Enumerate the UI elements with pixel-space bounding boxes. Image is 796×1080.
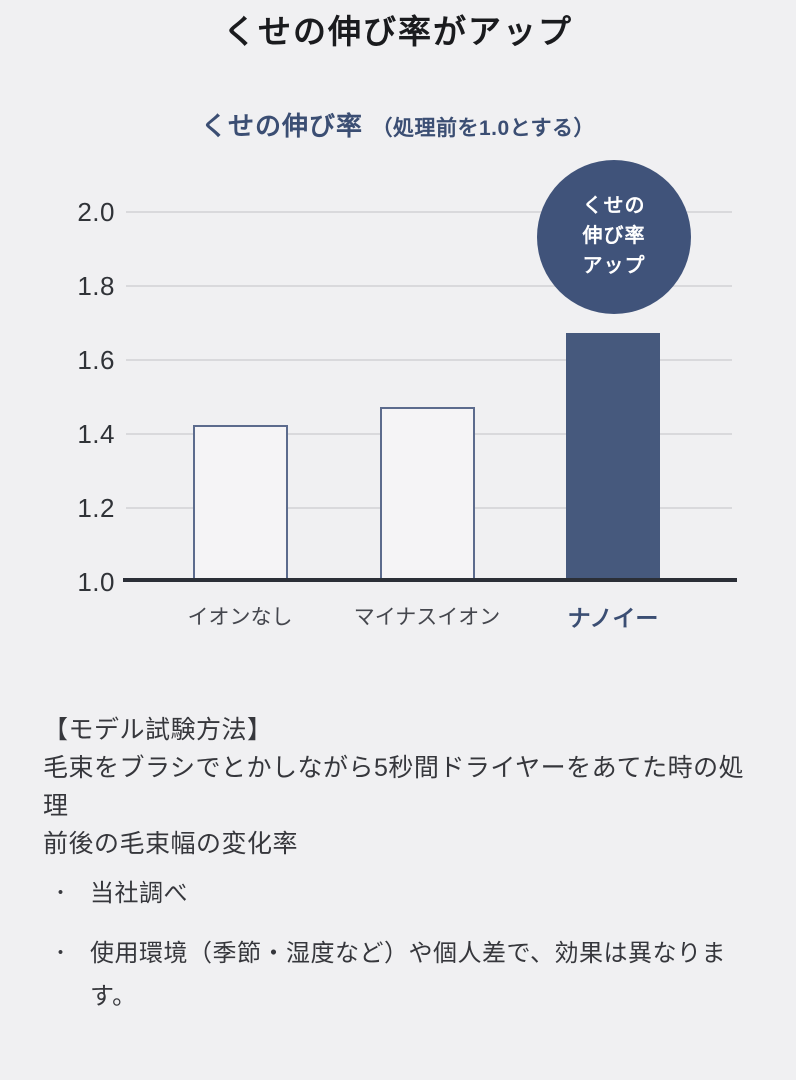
list-item: ・ 当社調べ [51, 872, 771, 915]
gridline-1.8 [126, 285, 732, 287]
bar-minus-ion [380, 407, 475, 580]
bullet-text: 使用環境（季節・湿度など）や個人差で、効果は異なりま す。 [90, 940, 727, 1010]
y-tick-label: 1.4 [77, 419, 115, 449]
badge-line: アップ [582, 255, 646, 277]
gridline-1.6 [126, 359, 732, 361]
bar-ion-nashi [193, 425, 288, 580]
x-label-ion-nashi: イオンなし [187, 606, 293, 629]
x-axis-baseline [123, 578, 737, 582]
method-body: 毛束をブラシでとかしながら5秒間ドライヤーをあてた時の処理 前後の毛束幅の変化率 [43, 754, 745, 858]
y-tick-label: 1.6 [77, 345, 115, 375]
chart-title-main: くせの伸び率 [200, 111, 363, 141]
method-heading: 【モデル試験方法】 [43, 716, 273, 744]
x-label-nanoe: ナノイー [567, 605, 659, 631]
chart-title: くせの伸び率 （処理前を1.0とする） [0, 108, 796, 149]
page-title: くせの伸び率がアップ [223, 13, 573, 50]
chart-title-note: （処理前を1.0とする） [371, 117, 596, 140]
method-section: 【モデル試験方法】 毛束をブラシでとかしながら5秒間ドライヤーをあてた時の処理 … [43, 711, 755, 863]
y-tick-label: 1.8 [77, 271, 115, 301]
badge-line: くせの [582, 195, 646, 217]
y-tick-label: 2.0 [77, 197, 115, 227]
y-tick-label: 1.2 [77, 493, 115, 523]
bullet-icon: ・ [51, 883, 71, 904]
bullet-icon: ・ [51, 943, 71, 964]
highlight-badge: くせの 伸び率 アップ [537, 160, 691, 314]
badge-line: 伸び率 [582, 225, 646, 247]
bar-nanoe [566, 333, 660, 580]
x-label-minus-ion: マイナスイオン [353, 606, 501, 629]
y-tick-label: 1.0 [77, 567, 115, 597]
bullet-text: 当社調べ [90, 880, 188, 907]
list-item: ・ 使用環境（季節・湿度など）や個人差で、効果は異なりま す。 [51, 932, 771, 1018]
gridline-2.0 [126, 211, 732, 213]
disclaimer-list: ・ 当社調べ ・ 使用環境（季節・湿度など）や個人差で、効果は異なりま す。 [51, 872, 771, 1018]
